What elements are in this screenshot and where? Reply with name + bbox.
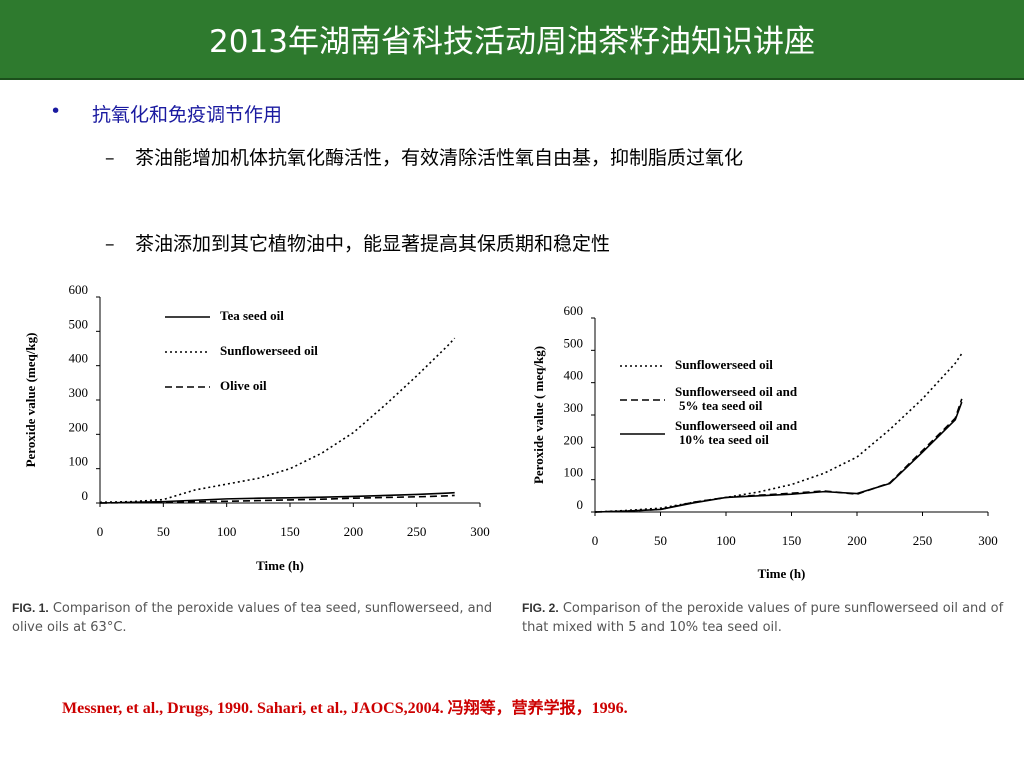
x-tick-label: 100 [716,533,736,548]
x-tick-label: 50 [157,524,170,539]
legend-label-line: 5% tea seed oil [679,398,763,413]
y-tick-label: 100 [564,465,584,480]
caption: FIG. 1. Comparison of the peroxide value… [12,599,502,637]
data-line [99,491,455,504]
y-tick-label: 500 [564,335,584,350]
caption-label: FIG. 2. [522,601,559,615]
bullet-text: 抗氧化和免疫调节作用 [92,104,283,126]
y-tick-label: 0 [82,488,89,503]
y-axis-label: Peroxide value ( meq/kg) [531,346,546,484]
x-tick-label: 150 [280,524,300,539]
y-tick-label: 500 [69,316,89,331]
x-tick-label: 200 [847,533,867,548]
x-tick-label: 250 [407,524,427,539]
caption: FIG. 2. Comparison of the peroxide value… [522,599,1017,637]
data-line [99,494,455,504]
data-line [99,337,456,504]
legend-label: Sunflowerseed oil [220,343,318,358]
legend-label-line: 10% tea seed oil [679,432,769,447]
x-tick-label: 100 [217,524,237,539]
x-tick-label: 150 [782,533,802,548]
x-axis-label: Time (h) [256,558,304,573]
y-tick-label: 600 [564,303,584,318]
header: 2013年湖南省科技活动周油茶籽油知识讲座 [0,0,1024,80]
legend-label-line: Sunflowerseed oil and [675,418,798,433]
y-tick-label: 600 [69,282,89,297]
x-tick-label: 0 [97,524,104,539]
legend-label: Olive oil [220,378,267,393]
caption-label: FIG. 1. [12,601,49,615]
legend-label: Sunflowerseed oil and 10% tea seed oil [675,418,798,447]
data-line [594,398,963,513]
y-tick-label: 300 [564,400,584,415]
sub-bullet: 茶油添加到其它植物油中，能显著提高其保质期和稳定性 [105,225,975,263]
chart: 0 100 200 300 400 500 600 0 50 100 150 200 250 300 Tim… [531,303,998,581]
y-axis-label: Peroxide value (meq/kg) [23,333,38,468]
legend-label: Sunflowerseed oil and 5% tea seed oil [675,384,798,413]
legend-label-line: Sunflowerseed oil and [675,384,798,399]
y-tick-label: 200 [69,419,89,434]
x-tick-label: 200 [344,524,364,539]
x-tick-label: 50 [654,533,667,548]
x-tick-label: 300 [470,524,490,539]
data-line [594,353,963,513]
y-tick-label: 200 [564,432,584,447]
slide-title: 2013年湖南省科技活动周油茶籽油知识讲座 [209,24,815,60]
y-tick-label: 0 [577,497,584,512]
caption-text: Comparison of the peroxide values of pur… [522,601,1004,635]
bullet: 抗氧化和免疫调节作用 [50,100,283,127]
x-axis-label: Time (h) [758,566,806,581]
reference: Messner, et al., Drugs, 1990. Sahari, et… [62,700,628,717]
x-tick-label: 300 [978,533,998,548]
data-line [594,401,963,513]
chart: 0 100 200 300 400 500 600 0 50 100 150 200 250 300 Tim… [23,282,490,573]
legend-label: Sunflowerseed oil [675,357,773,372]
y-tick-label: 300 [69,385,89,400]
x-tick-label: 0 [592,533,599,548]
caption-text: Comparison of the peroxide values of tea… [12,601,493,635]
y-tick-label: 100 [69,454,89,469]
legend-label: Tea seed oil [220,308,284,323]
sub-bullet: 茶油能增加机体抗氧化酶活性，有效清除活性氧自由基，抑制脂质过氧化 [105,139,975,177]
x-tick-label: 250 [913,533,933,548]
y-tick-label: 400 [564,368,584,383]
y-tick-label: 400 [69,351,89,366]
